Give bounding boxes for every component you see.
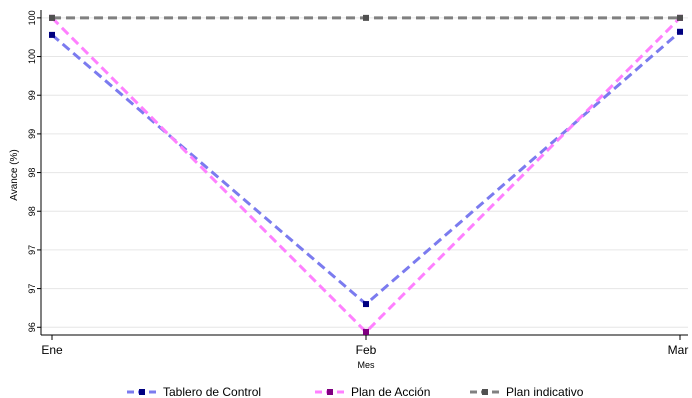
data-point <box>363 14 369 21</box>
axes: 96 97 97 98 98 99 99 100 100 Ene Feb Mar <box>27 10 688 357</box>
x-tick-label: Mar <box>668 343 689 357</box>
legend: Tablero de Control Plan de Acción Plan ind… <box>127 385 584 398</box>
y-tick-label: 98 <box>27 206 37 216</box>
y-tick-label: 97 <box>27 245 37 255</box>
y-tick-label: 100 <box>27 49 37 64</box>
y-tick-label: 99 <box>27 90 37 100</box>
data-point <box>49 31 55 38</box>
legend-swatch-marker <box>327 389 333 395</box>
x-tick-label: Ene <box>41 343 63 357</box>
data-point <box>49 14 55 21</box>
legend-swatch-marker <box>139 389 145 395</box>
legend-label: Plan indicativo <box>506 385 584 398</box>
data-series <box>49 14 683 335</box>
x-tick-label: Feb <box>356 343 377 357</box>
legend-label: Plan de Acción <box>351 385 430 398</box>
data-point <box>677 28 683 35</box>
y-tick-label: 99 <box>27 129 37 139</box>
y-axis-title: Avance (%) <box>9 149 20 201</box>
x-axis-title: Mes <box>357 360 375 370</box>
legend-label: Tablero de Control <box>163 385 261 398</box>
y-tick-label: 97 <box>27 284 37 294</box>
y-tick-label: 100 <box>27 10 37 25</box>
legend-swatch-marker <box>482 389 488 395</box>
data-point <box>363 301 369 308</box>
series-line <box>50 16 682 335</box>
data-point <box>677 14 683 21</box>
y-tick-label: 96 <box>27 322 37 332</box>
data-point <box>363 328 369 335</box>
y-tick-label: 98 <box>27 168 37 178</box>
